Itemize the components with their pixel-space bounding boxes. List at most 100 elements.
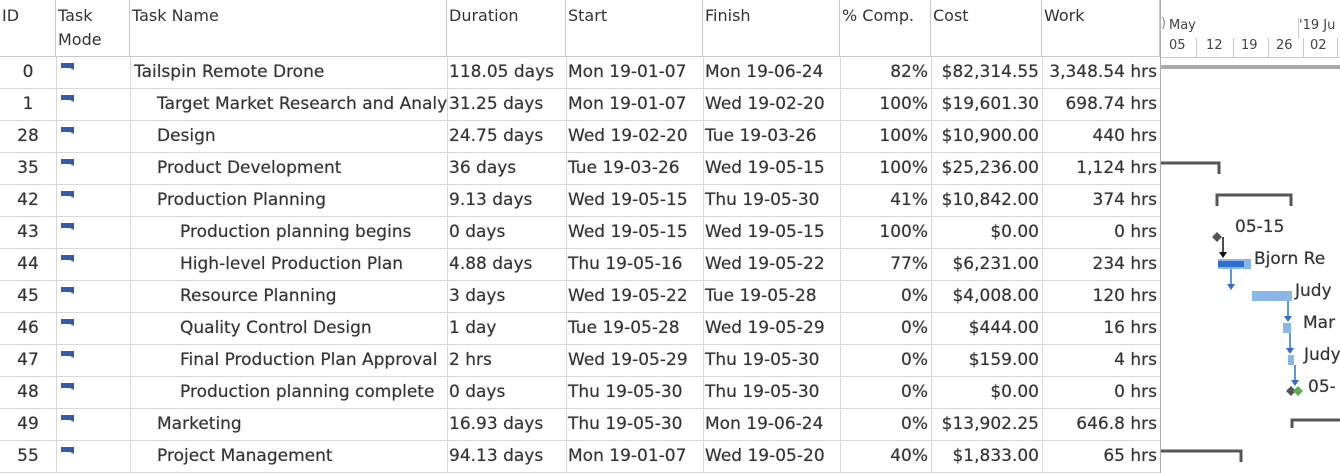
task-name[interactable]: Final Production Plan Approval — [180, 350, 438, 370]
task-id[interactable]: 0 — [22, 62, 34, 82]
table-row[interactable]: 28 Design 24.75 days Wed 19-02-20 Tue 19-03-… — [0, 121, 1160, 153]
task-duration[interactable]: 94.13 days — [449, 446, 544, 466]
task-percent-complete[interactable]: 100% — [879, 222, 928, 242]
task-id[interactable]: 35 — [17, 158, 39, 178]
table-row[interactable]: 1 Target Market Research and Analysis 31.2… — [0, 89, 1160, 121]
task-finish[interactable]: Tue 19-05-28 — [705, 286, 817, 306]
task-finish[interactable]: Wed 19-05-20 — [705, 446, 825, 466]
task-duration[interactable]: 36 days — [449, 158, 517, 178]
task-name[interactable]: Resource Planning — [180, 286, 337, 306]
task-work[interactable]: 0 hrs — [1114, 222, 1157, 242]
task-start[interactable]: Mon 19-01-07 — [568, 446, 687, 466]
task-work[interactable]: 4 hrs — [1114, 350, 1157, 370]
table-row[interactable]: 43 Production planning begins 0 days Wed 19… — [0, 217, 1160, 249]
header-id[interactable]: ID — [0, 0, 56, 57]
task-percent-complete[interactable]: 82% — [890, 62, 928, 82]
task-cost[interactable]: $6,231.00 — [952, 254, 1039, 274]
header-work[interactable]: Work — [1042, 0, 1160, 57]
table-row[interactable]: 0 Tailspin Remote Drone 118.05 days Mon 19-… — [0, 57, 1160, 89]
task-cost[interactable]: $13,902.25 — [941, 414, 1039, 434]
task-name[interactable]: Tailspin Remote Drone — [134, 62, 325, 82]
task-finish[interactable]: Thu 19-05-30 — [705, 382, 820, 402]
header-start[interactable]: Start — [566, 0, 703, 57]
task-duration[interactable]: 9.13 days — [449, 190, 533, 210]
task-id[interactable]: 55 — [17, 446, 39, 466]
table-row[interactable]: 46 Quality Control Design 1 day Tue 19-05-2… — [0, 313, 1160, 345]
task-finish[interactable]: Mon 19-06-24 — [705, 414, 824, 434]
task-id[interactable]: 1 — [22, 94, 34, 114]
task-duration[interactable]: 24.75 days — [449, 126, 544, 146]
task-start[interactable]: Thu 19-05-30 — [568, 414, 683, 434]
task-start[interactable]: Tue 19-03-26 — [568, 158, 680, 178]
task-percent-complete[interactable]: 0% — [901, 286, 928, 306]
task-work[interactable]: 234 hrs — [1092, 254, 1157, 274]
task-name[interactable]: Target Market Research and Analysis — [157, 94, 447, 114]
header-task-mode[interactable]: Task Mode — [56, 0, 130, 57]
task-name[interactable]: Design — [157, 126, 216, 146]
task-percent-complete[interactable]: 77% — [890, 254, 928, 274]
task-work[interactable]: 120 hrs — [1092, 286, 1157, 306]
task-work[interactable]: 1,124 hrs — [1076, 158, 1157, 178]
task-percent-complete[interactable]: 41% — [890, 190, 928, 210]
task-finish[interactable]: Wed 19-05-15 — [705, 222, 825, 242]
task-name[interactable]: Production Planning — [157, 190, 327, 210]
header-duration[interactable]: Duration — [447, 0, 566, 57]
task-duration[interactable]: 16.93 days — [449, 414, 544, 434]
task-start[interactable]: Wed 19-05-29 — [568, 350, 688, 370]
task-start[interactable]: Wed 19-05-15 — [568, 190, 688, 210]
task-duration[interactable]: 31.25 days — [449, 94, 544, 114]
task-name[interactable]: Production planning begins — [180, 222, 412, 242]
task-cost[interactable]: $10,842.00 — [941, 190, 1039, 210]
task-work[interactable]: 440 hrs — [1092, 126, 1157, 146]
task-work[interactable]: 0 hrs — [1114, 382, 1157, 402]
task-id[interactable]: 43 — [17, 222, 39, 242]
task-id[interactable]: 46 — [17, 318, 39, 338]
task-start[interactable]: Wed 19-05-15 — [568, 222, 688, 242]
task-id[interactable]: 28 — [17, 126, 39, 146]
task-name[interactable]: Marketing — [157, 414, 242, 434]
task-cost[interactable]: $82,314.55 — [941, 62, 1039, 82]
table-row[interactable]: 49 Marketing 16.93 days Thu 19-05-30 Mon 19-… — [0, 409, 1160, 441]
task-finish[interactable]: Tue 19-03-26 — [705, 126, 817, 146]
header-task-name[interactable]: Task Name — [130, 0, 447, 57]
task-finish[interactable]: Mon 19-06-24 — [705, 62, 824, 82]
task-finish[interactable]: Wed 19-05-22 — [705, 254, 825, 274]
task-cost[interactable]: $4,008.00 — [952, 286, 1039, 306]
task-cost[interactable]: $159.00 — [968, 350, 1039, 370]
task-id[interactable]: 49 — [17, 414, 39, 434]
task-duration[interactable]: 1 day — [449, 318, 497, 338]
gantt-chart[interactable]: ) May '19 Ju 05 12 19 26 02 05-15 Bjorn Re J… — [1161, 0, 1340, 473]
table-row[interactable]: 44 High-level Production Plan 4.88 days Thu… — [0, 249, 1160, 281]
task-duration[interactable]: 4.88 days — [449, 254, 533, 274]
table-row[interactable]: 47 Final Production Plan Approval 2 hrs Wed… — [0, 345, 1160, 377]
task-cost[interactable]: $19,601.30 — [941, 94, 1039, 114]
task-name[interactable]: High-level Production Plan — [180, 254, 404, 274]
task-id[interactable]: 44 — [17, 254, 39, 274]
task-duration[interactable]: 3 days — [449, 286, 506, 306]
table-row[interactable]: 42 Production Planning 9.13 days Wed 19-05-… — [0, 185, 1160, 217]
table-row[interactable]: 48 Production planning complete 0 days Thu … — [0, 377, 1160, 409]
task-start[interactable]: Wed 19-05-22 — [568, 286, 688, 306]
task-percent-complete[interactable]: 100% — [879, 94, 928, 114]
task-name[interactable]: Product Development — [157, 158, 342, 178]
task-name[interactable]: Production planning complete — [180, 382, 435, 402]
task-cost[interactable]: $444.00 — [968, 318, 1039, 338]
task-cost[interactable]: $25,236.00 — [941, 158, 1039, 178]
task-id[interactable]: 45 — [17, 286, 39, 306]
task-id[interactable]: 48 — [17, 382, 39, 402]
task-percent-complete[interactable]: 0% — [901, 414, 928, 434]
task-work[interactable]: 16 hrs — [1103, 318, 1157, 338]
header-cost[interactable]: Cost — [931, 0, 1042, 57]
header-finish[interactable]: Finish — [703, 0, 840, 57]
table-row[interactable]: 55 Project Management 94.13 days Mon 19-01-… — [0, 441, 1160, 473]
task-cost[interactable]: $1,833.00 — [952, 446, 1039, 466]
task-name[interactable]: Project Management — [157, 446, 333, 466]
task-work[interactable]: 3,348.54 hrs — [1049, 62, 1157, 82]
task-id[interactable]: 42 — [17, 190, 39, 210]
task-finish[interactable]: Thu 19-05-30 — [705, 350, 820, 370]
task-percent-complete[interactable]: 40% — [890, 446, 928, 466]
task-percent-complete[interactable]: 100% — [879, 158, 928, 178]
task-percent-complete[interactable]: 0% — [901, 350, 928, 370]
task-cost[interactable]: $10,900.00 — [941, 126, 1039, 146]
task-duration[interactable]: 2 hrs — [449, 350, 492, 370]
